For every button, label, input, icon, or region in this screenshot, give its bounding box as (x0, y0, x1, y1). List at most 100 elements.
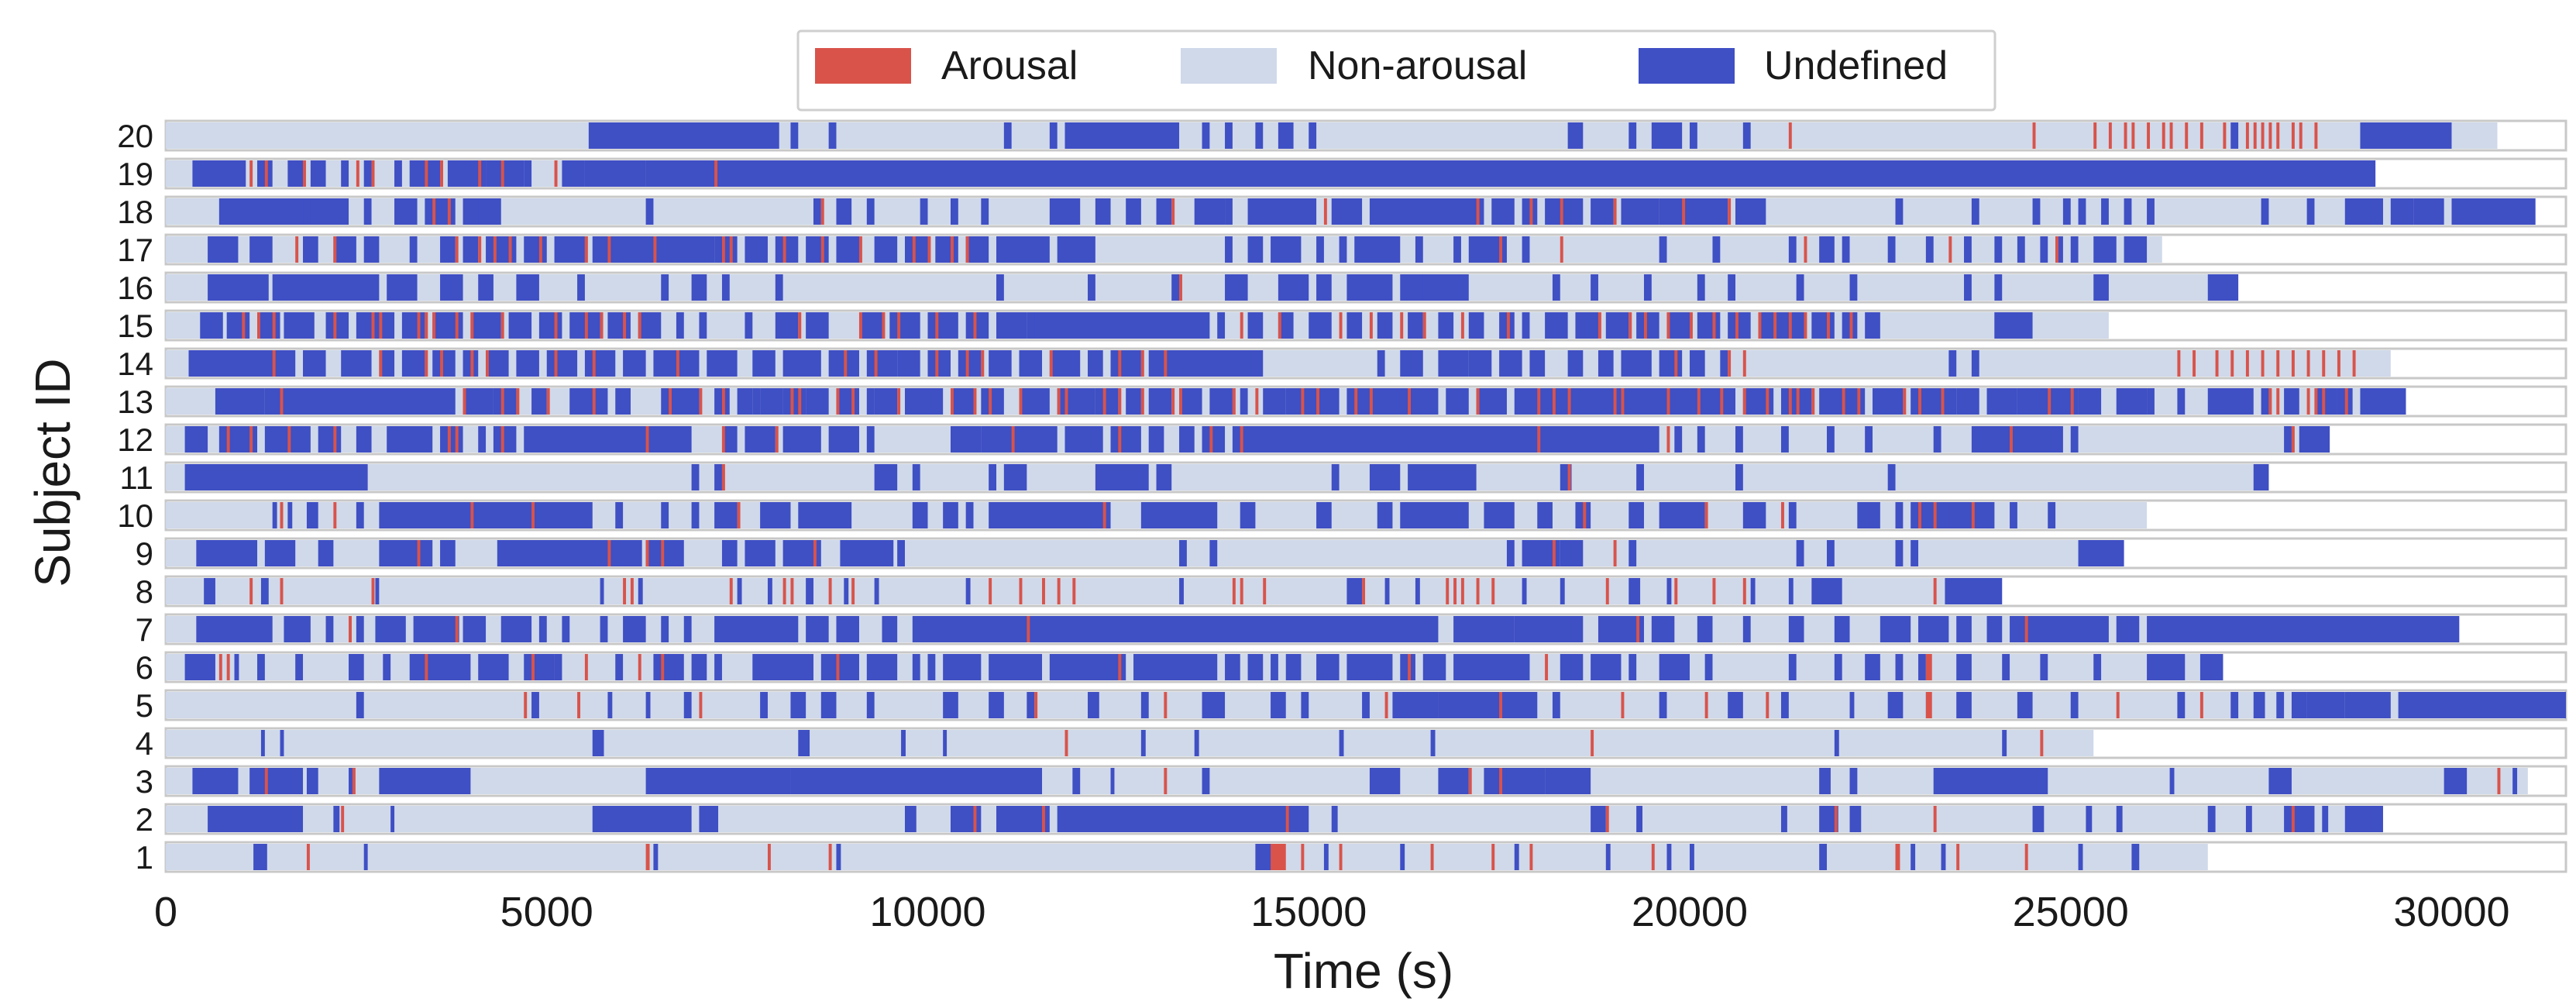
arousal-segment (623, 312, 627, 339)
arousal-segment (264, 160, 268, 187)
undefined-segment (478, 426, 487, 453)
undefined-segment (1788, 654, 1797, 680)
undefined-segment (234, 654, 239, 680)
arousal-segment (1064, 730, 1068, 756)
undefined-segment (2032, 806, 2045, 832)
arousal-segment (249, 578, 253, 604)
arousal-segment (775, 426, 779, 453)
arousal-segment (432, 312, 436, 339)
undefined-segment (897, 540, 905, 566)
undefined-segment (1697, 616, 1713, 642)
undefined-segment (1567, 350, 1584, 377)
arousal-segment (546, 388, 550, 415)
arousal-segment (858, 312, 862, 339)
arousal-segment (661, 654, 665, 680)
arousal-segment (844, 350, 848, 377)
arousal-segment (1674, 350, 1678, 377)
arousal-segment (1788, 388, 1792, 415)
arousal-segment (1476, 388, 1480, 415)
undefined-segment (1346, 388, 1439, 415)
arousal-segment (1834, 806, 1838, 832)
undefined-segment (714, 236, 738, 263)
undefined-segment (1636, 464, 1644, 490)
arousal-segment (2291, 122, 2295, 149)
undefined-segment (1377, 350, 1385, 377)
arousal-segment (1636, 616, 1640, 642)
arousal-segment (1118, 654, 1122, 680)
arousal-segment (1255, 388, 1259, 415)
arousal-segment (592, 350, 596, 377)
y-tick-label: 8 (136, 573, 153, 610)
undefined-segment (379, 540, 433, 566)
arousal-segment (2131, 122, 2135, 149)
x-tick-labels: 0 5000 10000 15000 20000 25000 30000 (154, 889, 2510, 935)
undefined-segment (1240, 502, 1256, 528)
undefined-segment (1271, 236, 1302, 263)
undefined-segment (1514, 388, 1690, 415)
undefined-segment (524, 236, 547, 263)
undefined-segment (2040, 654, 2048, 680)
undefined-segment (1309, 312, 1332, 339)
undefined-segment (1202, 692, 1226, 718)
undefined-segment (1666, 312, 1690, 339)
undefined-segment (1728, 274, 1735, 301)
undefined-segment (737, 578, 742, 604)
undefined-segment (2017, 692, 2033, 718)
arousal-segment (249, 426, 253, 453)
undefined-segment (249, 768, 304, 794)
arousal-segment (584, 236, 588, 263)
undefined-segment (1506, 768, 1546, 794)
undefined-segment (516, 350, 539, 377)
arousal-segment (272, 312, 276, 339)
undefined-segment (1689, 122, 1697, 149)
undefined-segment (1704, 654, 1713, 680)
undefined-segment (745, 236, 768, 263)
arousal-segment (1971, 502, 1975, 528)
arousal-segment (371, 578, 375, 604)
undefined-segment (1271, 692, 1286, 718)
undefined-segment (1628, 578, 1641, 604)
arousal-segment (790, 388, 794, 415)
arousal-segment (1621, 692, 1625, 718)
arousal-segment (1613, 388, 1617, 415)
y-tick-label: 12 (117, 422, 153, 458)
undefined-segment (1873, 388, 1904, 415)
undefined-segment (356, 312, 395, 339)
undefined-segment (1964, 236, 1972, 263)
undefined-segment (1788, 502, 1797, 528)
undefined-segment (904, 236, 928, 263)
arousal-segment (1735, 312, 1739, 339)
undefined-segment (1422, 654, 1446, 680)
arousal-segment (2261, 350, 2265, 377)
undefined-segment (1697, 312, 1721, 339)
undefined-segment (1697, 274, 1705, 301)
undefined-segment (2048, 502, 2056, 528)
arousal-segment (1140, 388, 1144, 415)
undefined-segment (1911, 844, 1916, 870)
arousal-segment (1179, 274, 1182, 301)
nonarousal-segment (166, 578, 2003, 604)
undefined-segment (2116, 616, 2140, 642)
undefined-segment (531, 388, 547, 415)
arousal-segment (1941, 388, 1945, 415)
undefined-segment (1781, 426, 1789, 453)
undefined-segment (965, 312, 989, 339)
arousal-segment (1057, 388, 1061, 415)
undefined-segment (798, 730, 810, 756)
undefined-segment (714, 654, 722, 680)
undefined-segment (310, 160, 326, 187)
nonarousal-segment (166, 274, 2239, 301)
arousal-segment (295, 236, 299, 263)
undefined-segment (264, 540, 296, 566)
undefined-segment (284, 312, 315, 339)
undefined-segment (1278, 274, 1309, 301)
undefined-segment (1095, 388, 1119, 415)
undefined-segment (1865, 426, 1873, 453)
arousal-segment (447, 198, 451, 225)
undefined-segment (1911, 502, 1995, 528)
undefined-segment (1369, 198, 1484, 225)
arousal-segment (1453, 578, 1457, 604)
y-tick-label: 10 (117, 497, 153, 534)
y-axis-label: Subject ID (25, 358, 81, 587)
